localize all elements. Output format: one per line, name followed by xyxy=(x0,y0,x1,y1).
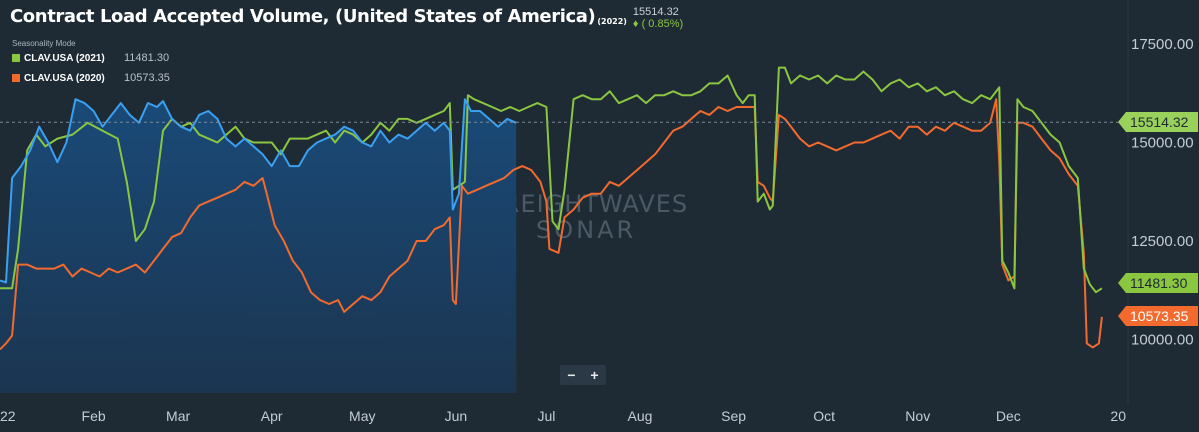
chart-title: Contract Load Accepted Volume, (United S… xyxy=(10,6,596,27)
value-tag-label-2022: 15514.32 xyxy=(1130,114,1189,130)
x-tick-label: Dec xyxy=(996,408,1021,424)
legend-item-2020[interactable]: CLAV.USA (2020) 10573.35 xyxy=(12,72,170,84)
series-area-2022 xyxy=(0,99,517,393)
y-tick-label: 10000.00 xyxy=(1131,332,1194,349)
chart-title-row: Contract Load Accepted Volume, (United S… xyxy=(10,6,683,30)
series-line-2021 xyxy=(0,66,1103,294)
series-line-2020 xyxy=(0,98,1103,351)
x-tick-label: Jul xyxy=(537,408,555,424)
chart-title-year: (2022) xyxy=(597,17,627,26)
legend-value-2020: 10573.35 xyxy=(124,72,170,84)
x-tick-label: Jun xyxy=(445,408,468,424)
value-tags: 15514.32 11481.30 10573.35 xyxy=(1118,112,1198,326)
value-tag-label-2020: 10573.35 xyxy=(1130,308,1189,324)
x-tick-label: Feb xyxy=(82,408,106,424)
value-tag-2021 xyxy=(1118,273,1198,293)
y-axis: 10000.00 12500.00 15000.00 17500.00 xyxy=(1131,36,1194,349)
value-tag-label-2021: 11481.30 xyxy=(1130,275,1188,291)
zoom-in-button[interactable]: + xyxy=(590,367,599,383)
x-tick-label: Mar xyxy=(166,408,190,424)
legend-swatch-2021 xyxy=(12,54,20,62)
series-layer xyxy=(0,66,1103,393)
zoom-control: − + xyxy=(560,365,606,385)
x-tick-label: May xyxy=(349,408,375,424)
zoom-out-button[interactable]: − xyxy=(567,367,576,383)
x-tick-label: 22 xyxy=(0,408,16,424)
y-tick-label: 17500.00 xyxy=(1131,36,1194,53)
watermark: FREIGHTWAVES SONAR xyxy=(488,190,688,244)
y-tick-label: 15000.00 xyxy=(1131,135,1194,152)
x-tick-label: 20 xyxy=(1110,408,1126,424)
x-tick-label: Apr xyxy=(261,408,283,424)
title-stats: 15514.32 ♦ ( 0.85%) xyxy=(633,6,683,30)
watermark-line1: FREIGHTWAVES xyxy=(488,190,688,218)
change-percent: ♦ ( 0.85%) xyxy=(632,18,684,30)
x-tick-label: Sep xyxy=(721,408,746,424)
x-axis: 22 Feb Mar Apr May Jun Jul Aug Sep Oct Nov Dec 20 xyxy=(0,408,1126,424)
legend-name-2021: CLAV.USA (2021) xyxy=(24,52,105,64)
x-tick-label: Oct xyxy=(813,408,835,424)
x-tick-label: Aug xyxy=(628,408,653,424)
legend-swatch-2020 xyxy=(12,74,20,82)
legend-value-2021: 11481.30 xyxy=(124,52,170,64)
seasonality-mode-label: Seasonality Mode xyxy=(12,39,76,48)
watermark-line2: SONAR xyxy=(536,216,636,244)
legend-name-2020: CLAV.USA (2020) xyxy=(24,72,105,84)
value-tag-2020 xyxy=(1118,306,1198,326)
current-value: 15514.32 xyxy=(632,6,679,18)
value-tag-2022 xyxy=(1118,112,1198,132)
x-tick-label: Nov xyxy=(905,408,930,424)
series-line-2022 xyxy=(0,98,517,284)
legend-item-2021[interactable]: CLAV.USA (2021) 11481.30 xyxy=(12,52,169,64)
y-tick-label: 12500.00 xyxy=(1131,233,1194,250)
